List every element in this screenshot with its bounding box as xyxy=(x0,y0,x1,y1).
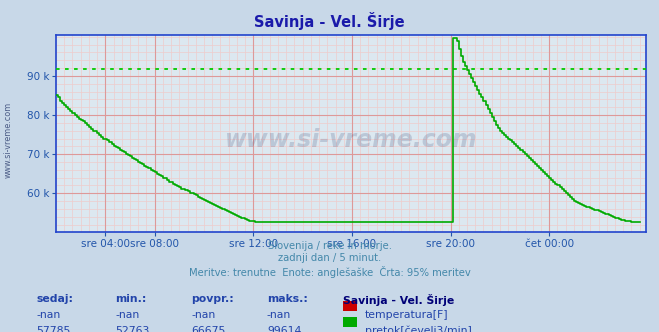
Text: www.si-vreme.com: www.si-vreme.com xyxy=(225,127,477,151)
Text: -nan: -nan xyxy=(36,310,61,320)
Text: Savinja - Vel. Širje: Savinja - Vel. Širje xyxy=(254,12,405,30)
Text: sedaj:: sedaj: xyxy=(36,294,73,304)
Text: www.si-vreme.com: www.si-vreme.com xyxy=(4,101,13,178)
Text: maks.:: maks.: xyxy=(267,294,308,304)
Text: 57785: 57785 xyxy=(36,326,71,332)
Text: povpr.:: povpr.: xyxy=(191,294,234,304)
Text: Slovenija / reke in morje.: Slovenija / reke in morje. xyxy=(268,241,391,251)
Text: Meritve: trenutne  Enote: anglešaške  Črta: 95% meritev: Meritve: trenutne Enote: anglešaške Črta… xyxy=(188,266,471,278)
Text: zadnji dan / 5 minut.: zadnji dan / 5 minut. xyxy=(278,253,381,263)
Text: Savinja - Vel. Širje: Savinja - Vel. Širje xyxy=(343,294,454,306)
Text: 52763: 52763 xyxy=(115,326,150,332)
Text: -nan: -nan xyxy=(115,310,140,320)
Text: -nan: -nan xyxy=(191,310,215,320)
Text: 99614: 99614 xyxy=(267,326,301,332)
Text: -nan: -nan xyxy=(267,310,291,320)
Text: temperatura[F]: temperatura[F] xyxy=(365,310,449,320)
Text: min.:: min.: xyxy=(115,294,147,304)
Text: 66675: 66675 xyxy=(191,326,225,332)
Text: pretok[čevelj3/min]: pretok[čevelj3/min] xyxy=(365,326,472,332)
